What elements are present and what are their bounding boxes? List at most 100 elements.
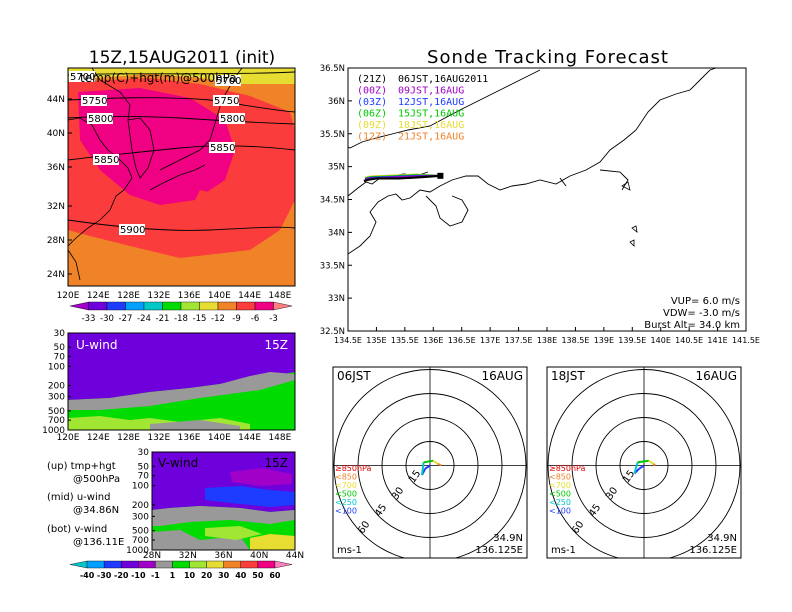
hodograph-segment bbox=[637, 459, 649, 464]
polar-unit: ms-1 bbox=[337, 545, 362, 556]
lon-tick-label: 137E bbox=[480, 336, 500, 345]
colorbar-swatch bbox=[106, 301, 126, 311]
hodograph-segment bbox=[432, 459, 439, 465]
lon-tick-label: 136E bbox=[423, 336, 443, 345]
legend-time: 15JST,16AUG bbox=[398, 109, 464, 120]
lon-tick-label: 136E bbox=[178, 291, 201, 301]
lon-tick-label: 138E bbox=[537, 336, 557, 345]
polar-unit: ms-1 bbox=[551, 545, 576, 556]
lat-tick-labels: 44N 40N 36N 32N 28N 24N bbox=[47, 95, 72, 280]
pressure-tick-label: 700 bbox=[48, 416, 65, 426]
colorbar-label: 1 bbox=[170, 571, 176, 580]
colorbar-label: -27 bbox=[119, 314, 133, 324]
temp-height-map: 5700 5700 5750 5750 5800 5800 5850 5850 … bbox=[47, 67, 296, 301]
track-line bbox=[363, 174, 441, 183]
lon-tick-label: 140E bbox=[208, 291, 231, 301]
lat-tick-label: 40N bbox=[47, 129, 65, 139]
hodograph-segment bbox=[633, 462, 639, 474]
polar-date: 16AUG bbox=[481, 369, 523, 383]
colorbar-swatch bbox=[223, 560, 241, 569]
legend-code: (12Z) bbox=[357, 132, 387, 143]
v-label: V-wind bbox=[158, 456, 198, 470]
level-legend-item: <250 bbox=[335, 498, 357, 507]
pressure-tick-label: 500 bbox=[132, 527, 149, 537]
track-background bbox=[348, 68, 746, 331]
hodograph-segment bbox=[424, 464, 431, 470]
pressure-tick-label: 200 bbox=[48, 381, 65, 391]
lon-tick-label: 148E bbox=[268, 291, 291, 301]
note-mid-line2: @34.86N bbox=[73, 505, 119, 516]
v-region-gray bbox=[152, 506, 295, 526]
lon-tick-label: 132E bbox=[147, 291, 170, 301]
colorbar-swatch bbox=[189, 560, 207, 569]
track-coastlines bbox=[348, 68, 717, 255]
hodograph-segment bbox=[652, 463, 656, 467]
lon-tick-label: 140E bbox=[208, 433, 231, 443]
lon-tick-label: 124E bbox=[87, 433, 110, 443]
lat-tick-label: 34.5N bbox=[320, 196, 345, 206]
lon-tick-label: 141.5E bbox=[732, 336, 760, 345]
colorbar-label: 60 bbox=[269, 571, 281, 580]
lon-tick-labels: 120E 124E 128E 132E 136E 140E 144E 148E bbox=[57, 291, 292, 301]
lat-tick-label: 32N bbox=[47, 202, 65, 212]
lat-tick-label: 32N bbox=[179, 551, 197, 561]
level-legend-item: <700 bbox=[549, 481, 571, 490]
polar-date: 16AUG bbox=[695, 369, 737, 383]
colorbar-swatch bbox=[162, 301, 182, 311]
level-legend-item: ≥850hPa bbox=[549, 464, 586, 473]
track-lines bbox=[363, 172, 444, 183]
colorbar-label: -3 bbox=[269, 314, 277, 324]
lon-tick-label: 137.5E bbox=[505, 336, 533, 345]
lat-tick-label: 44N bbox=[286, 551, 304, 561]
v-time: 15Z bbox=[265, 456, 289, 470]
colorbar-swatch bbox=[88, 301, 108, 311]
lon-tick-label: 135.5E bbox=[391, 336, 419, 345]
pressure-tick-label: 1000 bbox=[42, 426, 65, 436]
colorbar-label: -24 bbox=[137, 314, 151, 324]
colorbar-swatch bbox=[180, 301, 200, 311]
colorbar-swatch bbox=[236, 301, 256, 311]
lat-tick-label: 36N bbox=[328, 97, 345, 107]
lon-tick-label: 140.5E bbox=[675, 336, 703, 345]
lon-tick-label: 128E bbox=[117, 291, 140, 301]
u-time: 15Z bbox=[265, 338, 289, 352]
lat-tick-label: 24N bbox=[47, 270, 65, 280]
wind-colorbar: -40 -30 -20 -10 -1 1 10 20 30 40 50 60 bbox=[69, 560, 293, 580]
pressure-tick-label: 30 bbox=[54, 329, 66, 339]
colorbar-label: -12 bbox=[211, 314, 225, 324]
colorbar-label: 10 bbox=[184, 571, 196, 580]
colorbar-swatch bbox=[199, 301, 219, 311]
colorbar-label: -40 bbox=[80, 571, 95, 580]
left-title: 15Z,15AUG2011 (init) bbox=[89, 48, 275, 68]
colorbar-label: -30 bbox=[97, 571, 112, 580]
lat-tick-label: 34N bbox=[328, 228, 345, 238]
colorbar-swatch bbox=[138, 560, 156, 569]
legend-time: 21JST,16AUG bbox=[398, 132, 464, 143]
temperature-colorbar: -33 -30 -27 -24 -21 -18 -15 -12 -9 -6 -3 bbox=[69, 301, 293, 324]
polar-lat: 34.9N bbox=[707, 533, 737, 544]
colorbar-label: -6 bbox=[251, 314, 259, 324]
param-vdw: VDW= -3.0 m/s bbox=[663, 308, 740, 319]
pressure-tick-label: 700 bbox=[132, 536, 149, 546]
note-up-line1: (up) tmp+hgt bbox=[47, 461, 116, 472]
lon-tick-label: 128E bbox=[117, 433, 140, 443]
v-lat-ticks: 28N 32N 36N 40N 44N bbox=[143, 551, 304, 561]
colorbar-swatch bbox=[273, 301, 293, 311]
lon-tick-label: 132E bbox=[147, 433, 170, 443]
colorbar-swatch bbox=[69, 301, 89, 311]
colorbar-swatch bbox=[274, 560, 293, 569]
colorbar-swatch bbox=[86, 560, 105, 569]
note-mid-line1: (mid) u-wind bbox=[47, 492, 110, 503]
contour-label: 5700 bbox=[70, 72, 95, 83]
track-lat-ticks: 36.5N 36N 35.5N 35N 34.5N 34N 33.5N 33N 32.5N bbox=[320, 64, 352, 337]
lat-tick-label: 28N bbox=[47, 236, 65, 246]
lat-tick-label: 36N bbox=[214, 551, 232, 561]
lon-tick-label: 144E bbox=[238, 433, 261, 443]
note-up-line2: @500hPa bbox=[73, 474, 120, 485]
panel-legend-notes: (up) tmp+hgt @500hPa (mid) u-wind @34.86… bbox=[47, 461, 124, 548]
lat-tick-label: 44N bbox=[47, 95, 65, 105]
level-legend-item: <250 bbox=[549, 498, 571, 507]
pressure-tick-label: 200 bbox=[132, 501, 149, 511]
level-legend-item: <100 bbox=[335, 507, 357, 516]
height-contour-labels: 5700 5700 5750 5750 5800 5800 5850 5850 … bbox=[69, 71, 245, 236]
